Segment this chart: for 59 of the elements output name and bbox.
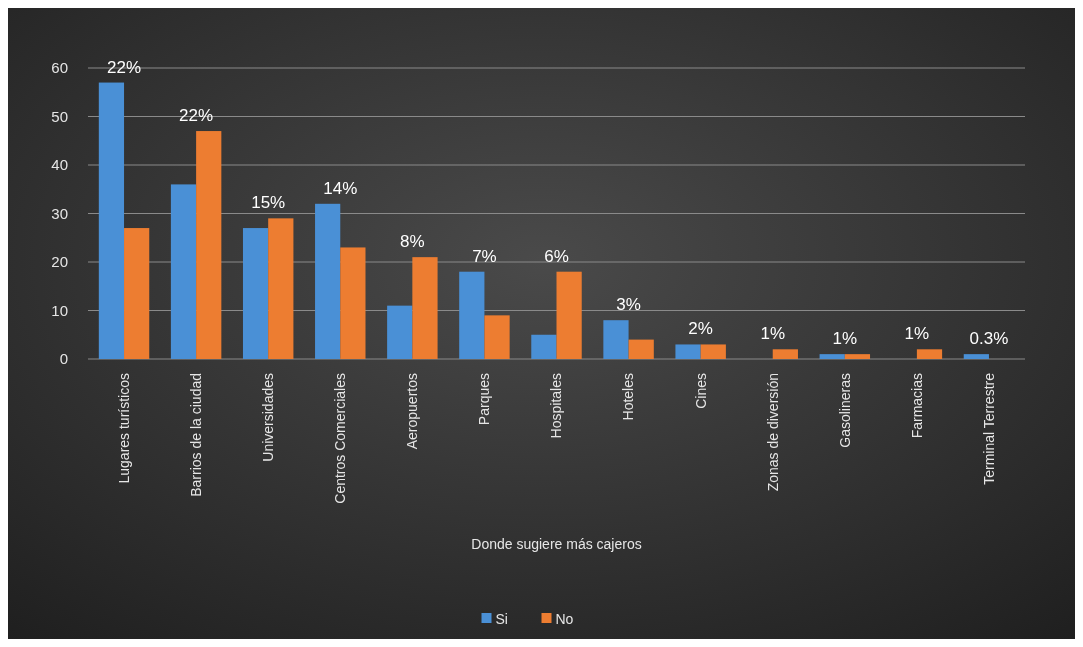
x-tick-label: Terminal Terrestre — [980, 372, 997, 485]
annotation: 14% — [323, 178, 358, 198]
annotation: 1% — [904, 324, 930, 344]
bar — [531, 334, 557, 359]
x-tick-label: Cines — [692, 373, 709, 409]
bar — [242, 228, 269, 359]
y-tick-label: 0 — [59, 350, 68, 368]
bar — [98, 82, 125, 359]
bar — [268, 218, 294, 359]
legend-label: Si — [495, 610, 508, 627]
x-axis-title: Donde sugiere más cajeros — [471, 536, 642, 552]
legend-label: No — [555, 610, 574, 627]
x-tick-label: Aeropuertos — [404, 373, 421, 450]
x-tick-label: Hospitales — [548, 373, 565, 439]
annotation: 6% — [544, 246, 569, 266]
bar — [819, 354, 845, 359]
annotation: 22% — [179, 106, 214, 126]
bar — [772, 349, 798, 359]
x-tick-label: Barrios de la ciudad — [188, 373, 205, 497]
bar — [628, 339, 654, 359]
bar — [484, 315, 510, 359]
annotation: 8% — [400, 232, 425, 252]
x-tick-label: Farmacias — [908, 373, 925, 439]
annotation: 1% — [832, 329, 858, 349]
bar — [412, 257, 438, 359]
x-tick-label: Centros Comerciales — [332, 373, 349, 504]
annotation: 22% — [107, 57, 142, 77]
x-tick-label: Lugares turísticos — [115, 373, 132, 484]
y-tick-label: 40 — [51, 156, 68, 174]
x-tick-label: Universidades — [260, 373, 277, 462]
annotation: 7% — [472, 246, 497, 266]
y-tick-label: 50 — [51, 107, 68, 125]
x-tick-label: Hoteles — [620, 373, 637, 421]
bar — [844, 354, 871, 359]
bar — [340, 247, 366, 359]
annotation: 1% — [760, 324, 786, 344]
bar — [459, 271, 485, 359]
annotation: 0.3% — [969, 329, 1009, 349]
bar — [124, 228, 150, 359]
bar — [556, 271, 582, 359]
x-tick-label: Parques — [476, 373, 493, 426]
bar — [196, 131, 222, 359]
bar — [315, 203, 341, 359]
y-tick-label: 10 — [51, 301, 68, 319]
bar — [963, 354, 989, 359]
y-tick-label: 20 — [51, 253, 68, 271]
annotation: 3% — [616, 295, 641, 315]
x-tick-label: Zonas de diversión — [764, 373, 781, 492]
y-tick-label: 30 — [51, 204, 68, 222]
bar — [700, 344, 726, 359]
bar — [916, 349, 943, 359]
bar — [603, 320, 629, 359]
bar — [387, 305, 413, 359]
x-tick-label: Gasolineras — [836, 373, 853, 448]
bar — [170, 184, 197, 359]
bar — [675, 344, 701, 359]
y-tick-label: 60 — [51, 59, 68, 77]
annotation: 15% — [251, 193, 286, 213]
annotation: 2% — [688, 319, 713, 339]
